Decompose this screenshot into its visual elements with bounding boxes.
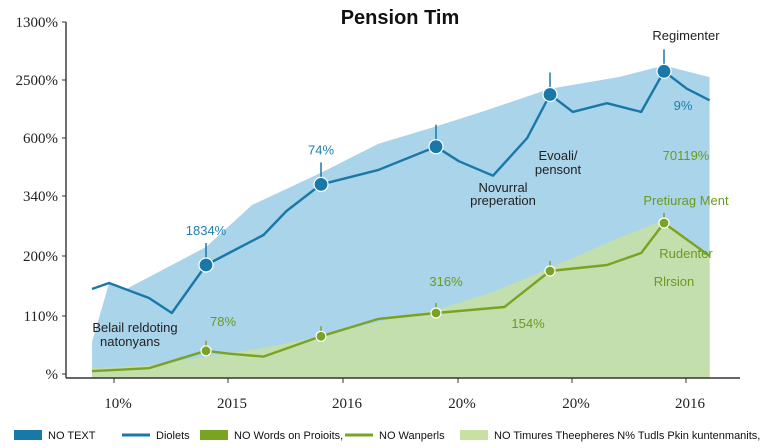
- x-tick-label: 10%: [104, 396, 132, 412]
- annotation: preperation: [470, 193, 536, 208]
- legend: NO TEXT Diolets NO Words on Proioits, NO Wa…: [14, 430, 760, 442]
- annotation: 316%: [429, 274, 463, 289]
- annotation: Belail reldoting: [92, 320, 177, 335]
- marker-8: [544, 265, 556, 277]
- marker-2: [428, 139, 444, 155]
- legend-label: NO Words on Proioits,: [234, 430, 343, 442]
- y-tick-label: 600%: [23, 131, 58, 147]
- annotation: 70119%: [663, 148, 710, 163]
- marker-1: [313, 176, 329, 192]
- legend-label: NO Timures Theepheres N% Tudls Pkin kunt…: [494, 430, 760, 442]
- annotation: Regimenter: [652, 28, 720, 43]
- annotations: Regimenter 9% 70119% Pretiurag Ment Rudenter…: [92, 28, 729, 349]
- x-axis-ticks: 10% 2015 2016 20% 20% 2016: [104, 378, 706, 412]
- marker-5: [200, 345, 212, 357]
- y-axis-ticks: % 110% 200% 340% 600% 2500% 1300%: [16, 15, 66, 383]
- legend-label: NO TEXT: [48, 430, 96, 442]
- annotation: 154%: [511, 316, 545, 331]
- marker-9: [658, 217, 670, 229]
- annotation: Novurral: [478, 180, 527, 195]
- x-tick-label: 20%: [448, 396, 476, 412]
- y-tick-label: 2500%: [16, 73, 59, 89]
- marker-7: [430, 307, 442, 319]
- y-tick-label: 200%: [23, 249, 58, 265]
- marker-0: [198, 257, 214, 273]
- legend-swatch-0: [14, 430, 42, 440]
- annotation: Pretiurag Ment: [643, 193, 729, 208]
- marker-label-1: 74%: [308, 142, 334, 157]
- annotation: Rlrsion: [654, 274, 694, 289]
- y-tick-label: %: [46, 367, 59, 383]
- annotation: Rudenter: [659, 246, 713, 261]
- chart-title: Pension Tim: [341, 7, 460, 29]
- annotation: 9%: [674, 98, 693, 113]
- x-tick-label: 2016: [332, 396, 363, 412]
- x-tick-label: 2015: [217, 396, 247, 412]
- y-tick-label: 110%: [24, 309, 58, 325]
- annotation: 78%: [210, 314, 236, 329]
- legend-swatch-4: [460, 430, 488, 440]
- legend-label: Diolets: [156, 430, 190, 442]
- y-tick-label: 340%: [23, 189, 58, 205]
- annotation: Evoali/: [538, 148, 577, 163]
- y-tick-label: 1300%: [16, 15, 59, 31]
- marker-3: [542, 86, 558, 103]
- legend-label: NO Wanperls: [379, 430, 445, 442]
- marker-label-0: 1834%: [186, 223, 227, 238]
- marker-layer: 1834% 74%: [186, 49, 672, 357]
- legend-swatch-2: [200, 430, 228, 440]
- marker-4: [656, 63, 672, 79]
- x-tick-label: 2016: [675, 396, 706, 412]
- area-layer: [92, 65, 710, 378]
- annotation: pensont: [535, 162, 582, 177]
- annotation: natonyans: [100, 334, 160, 349]
- x-tick-label: 20%: [562, 396, 590, 412]
- marker-6: [315, 330, 327, 342]
- green-area: [92, 220, 710, 378]
- axes: [65, 22, 740, 379]
